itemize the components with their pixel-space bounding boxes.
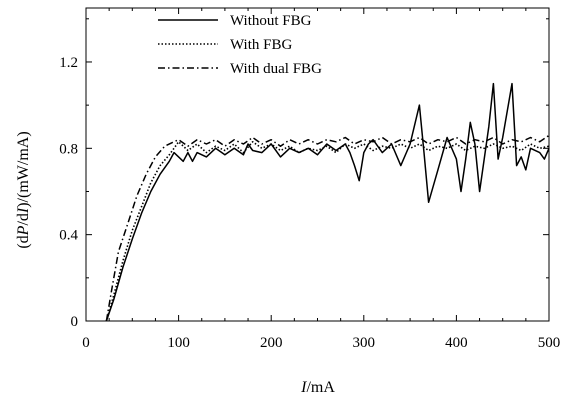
- tick-labels: 0 100 200 300 400 500 0 0.4 0.8 1.2: [59, 55, 560, 351]
- legend-label: With dual FBG: [230, 61, 322, 77]
- x-tick-label: 100: [167, 335, 190, 351]
- tick-marks: [85, 8, 550, 322]
- y-axis-title-variable: I: [15, 207, 32, 214]
- series-lines: [105, 82, 550, 322]
- y-tick-label: 1.2: [59, 55, 78, 71]
- legend-label: With FBG: [230, 37, 292, 53]
- x-axis-title: I/mA: [300, 379, 335, 396]
- y-tick-label: 0: [71, 314, 79, 330]
- y-tick-label: 0.8: [59, 141, 78, 157]
- y-axis-title: (dP/dI)/(mW/mA): [15, 131, 32, 248]
- series-line-without-fbg: [105, 82, 550, 322]
- y-axis-title-variable: P: [15, 225, 32, 236]
- x-tick-label: 200: [260, 335, 283, 351]
- legend-label: Without FBG: [230, 13, 312, 29]
- x-tick-label: 500: [538, 335, 561, 351]
- y-axis-title-part: /d: [15, 213, 32, 225]
- series-line-with-dual-fbg: [105, 134, 550, 322]
- x-tick-label: 0: [82, 335, 90, 351]
- series-line-with-fbg: [105, 141, 550, 322]
- plot-frame: [85, 7, 550, 322]
- plot-area-border: [85, 7, 550, 322]
- x-axis-title-variable: I: [300, 379, 307, 396]
- legend: Without FBG With FBG With dual FBG: [158, 13, 322, 77]
- y-axis-title-unit: )/(mW/mA): [15, 131, 32, 207]
- x-tick-label: 400: [445, 335, 468, 351]
- x-axis-title-unit: /mA: [306, 379, 335, 396]
- y-axis-title-part: (d: [15, 235, 32, 248]
- y-tick-label: 0.4: [59, 228, 78, 244]
- x-tick-label: 300: [353, 335, 376, 351]
